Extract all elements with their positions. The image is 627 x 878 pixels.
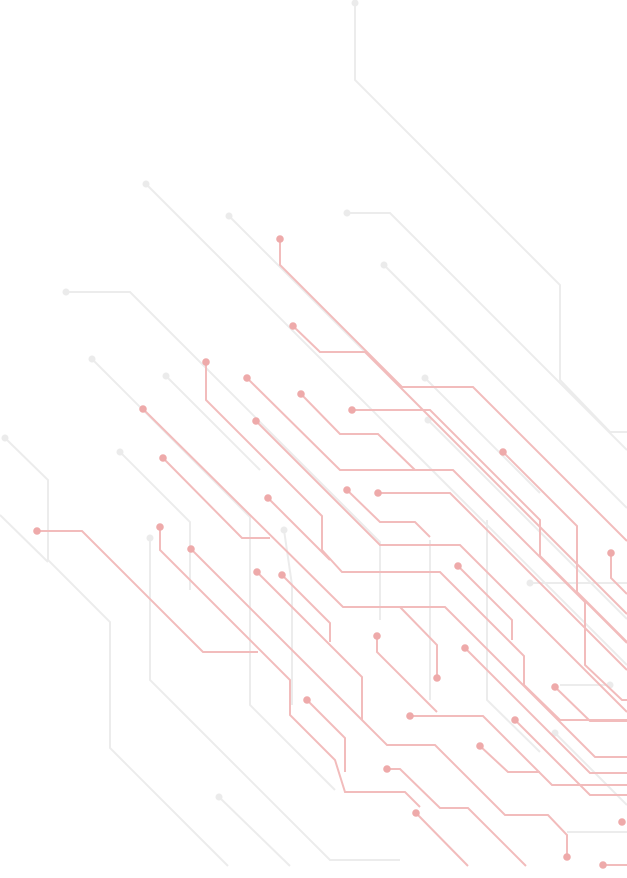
trace-node	[551, 729, 559, 737]
trace-node	[62, 288, 70, 296]
trace-node	[343, 486, 351, 494]
trace-node	[243, 374, 251, 382]
trace	[142, 408, 627, 758]
trace-node	[348, 406, 356, 414]
trace-node	[202, 358, 210, 366]
trace	[306, 699, 346, 772]
trace-node	[461, 644, 469, 652]
trace	[610, 553, 627, 595]
trace	[162, 457, 270, 539]
trace-node	[187, 545, 195, 553]
trace-node	[139, 405, 147, 413]
trace	[399, 606, 438, 678]
trace	[165, 375, 261, 471]
trace-node	[159, 454, 167, 462]
trace	[149, 538, 400, 861]
trace	[554, 732, 627, 806]
trace-node	[142, 180, 150, 188]
trace-node	[162, 372, 170, 380]
trace-node	[412, 809, 420, 817]
trace	[464, 647, 627, 774]
trace-node	[406, 712, 414, 720]
trace	[514, 719, 627, 796]
trace-node	[280, 526, 288, 534]
trace-node	[253, 568, 261, 576]
trace-node	[424, 416, 432, 424]
trace-node	[1, 434, 9, 442]
trace	[427, 419, 627, 620]
trace	[410, 715, 627, 786]
trace-node	[289, 322, 297, 330]
trace-node	[343, 209, 351, 217]
trace	[279, 239, 627, 542]
trace	[281, 574, 331, 642]
trace-node	[116, 448, 124, 456]
trace	[292, 325, 627, 615]
trace-node	[225, 212, 233, 220]
trace	[352, 409, 627, 644]
trace	[554, 686, 627, 722]
trace	[378, 492, 627, 671]
trace	[457, 565, 513, 640]
trace	[66, 291, 381, 620]
trace	[190, 548, 568, 857]
trace-node	[33, 527, 41, 535]
trace-node	[264, 494, 272, 502]
trace	[346, 489, 431, 538]
trace-node	[563, 853, 571, 861]
trace-node	[278, 571, 286, 579]
trace-node	[351, 0, 359, 7]
trace-node	[252, 417, 260, 425]
trace	[256, 571, 363, 720]
trace-node	[511, 716, 519, 724]
trace-node	[599, 861, 607, 869]
trace-node	[303, 696, 311, 704]
trace	[205, 362, 627, 721]
trace	[486, 520, 541, 753]
trace-node	[373, 632, 381, 640]
trace	[255, 420, 627, 713]
trace	[424, 377, 541, 494]
trace	[37, 530, 258, 653]
trace-node	[276, 235, 284, 243]
pink-traces	[33, 235, 627, 869]
trace-node	[383, 765, 391, 773]
trace	[502, 451, 627, 643]
trace	[159, 527, 421, 808]
trace	[4, 437, 229, 867]
trace	[267, 497, 331, 561]
trace	[383, 264, 627, 509]
trace-node	[215, 793, 223, 801]
trace-node	[156, 523, 164, 531]
trace	[354, 3, 627, 433]
trace-node	[297, 390, 305, 398]
trace-node	[454, 562, 462, 570]
trace	[218, 796, 291, 867]
trace-node	[476, 742, 484, 750]
trace-node	[607, 549, 615, 557]
trace	[300, 393, 416, 471]
trace-node	[526, 579, 534, 587]
trace	[387, 768, 527, 867]
trace-node	[146, 534, 154, 542]
trace-node	[499, 448, 507, 456]
trace-node	[421, 374, 429, 382]
trace-node	[551, 683, 559, 691]
trace	[347, 212, 627, 451]
trace	[376, 636, 438, 713]
trace	[119, 451, 191, 590]
trace	[145, 183, 627, 666]
trace	[0, 514, 49, 563]
trace	[415, 812, 469, 867]
trace-node	[374, 489, 382, 497]
trace	[479, 745, 540, 773]
trace-node	[380, 261, 388, 269]
trace-node	[618, 818, 626, 826]
trace-node	[88, 355, 96, 363]
trace-node	[433, 674, 441, 682]
